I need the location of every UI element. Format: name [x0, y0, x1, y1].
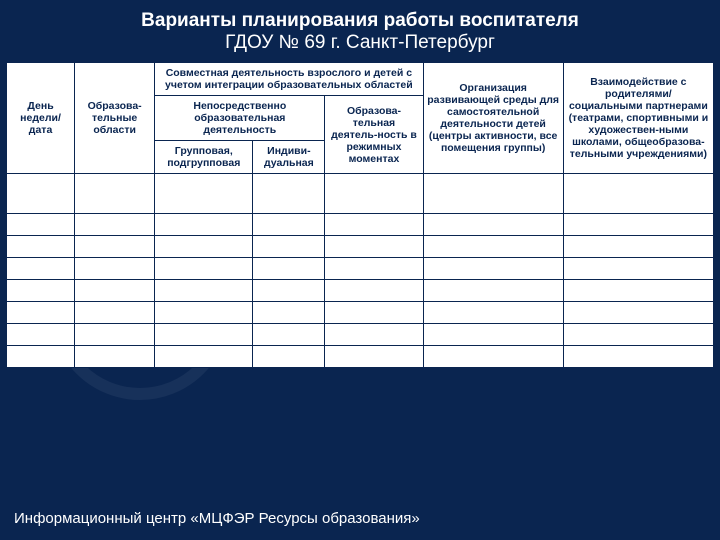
table-row	[7, 302, 714, 324]
table-row	[7, 258, 714, 280]
title-main: Варианты планирования работы воспитателя	[20, 10, 700, 32]
th-joint-activity: Совместная деятельность взрослого и дете…	[155, 63, 423, 96]
page-footer: Информационный центр «МЦФЭР Ресурсы обра…	[0, 500, 720, 540]
th-direct-edu: Непосредственно образовательная деятельн…	[155, 96, 325, 141]
table-row	[7, 324, 714, 346]
table-container: День недели/дата Образова-тельные област…	[0, 62, 720, 368]
th-group: Групповая, подгрупповая	[155, 141, 253, 174]
table-row	[7, 280, 714, 302]
th-areas: Образова-тельные области	[75, 63, 155, 174]
th-regime: Образова-тельная деятель-ность в режимны…	[325, 96, 423, 174]
th-individual: Индиви-дуальная	[253, 141, 325, 174]
th-day: День недели/дата	[7, 63, 75, 174]
table-row	[7, 174, 714, 214]
th-environment: Организация развивающей среды для самост…	[423, 63, 563, 174]
page-header: Варианты планирования работы воспитателя…	[0, 0, 720, 62]
table-row	[7, 236, 714, 258]
planning-table: День недели/дата Образова-тельные област…	[6, 62, 714, 368]
title-sub: ГДОУ № 69 г. Санкт-Петербург	[20, 32, 700, 54]
footer-text: Информационный центр «МЦФЭР Ресурсы обра…	[14, 510, 420, 527]
table-row	[7, 214, 714, 236]
th-interaction: Взаимодействие с родителями/ социальными…	[563, 63, 713, 174]
table-row	[7, 346, 714, 368]
